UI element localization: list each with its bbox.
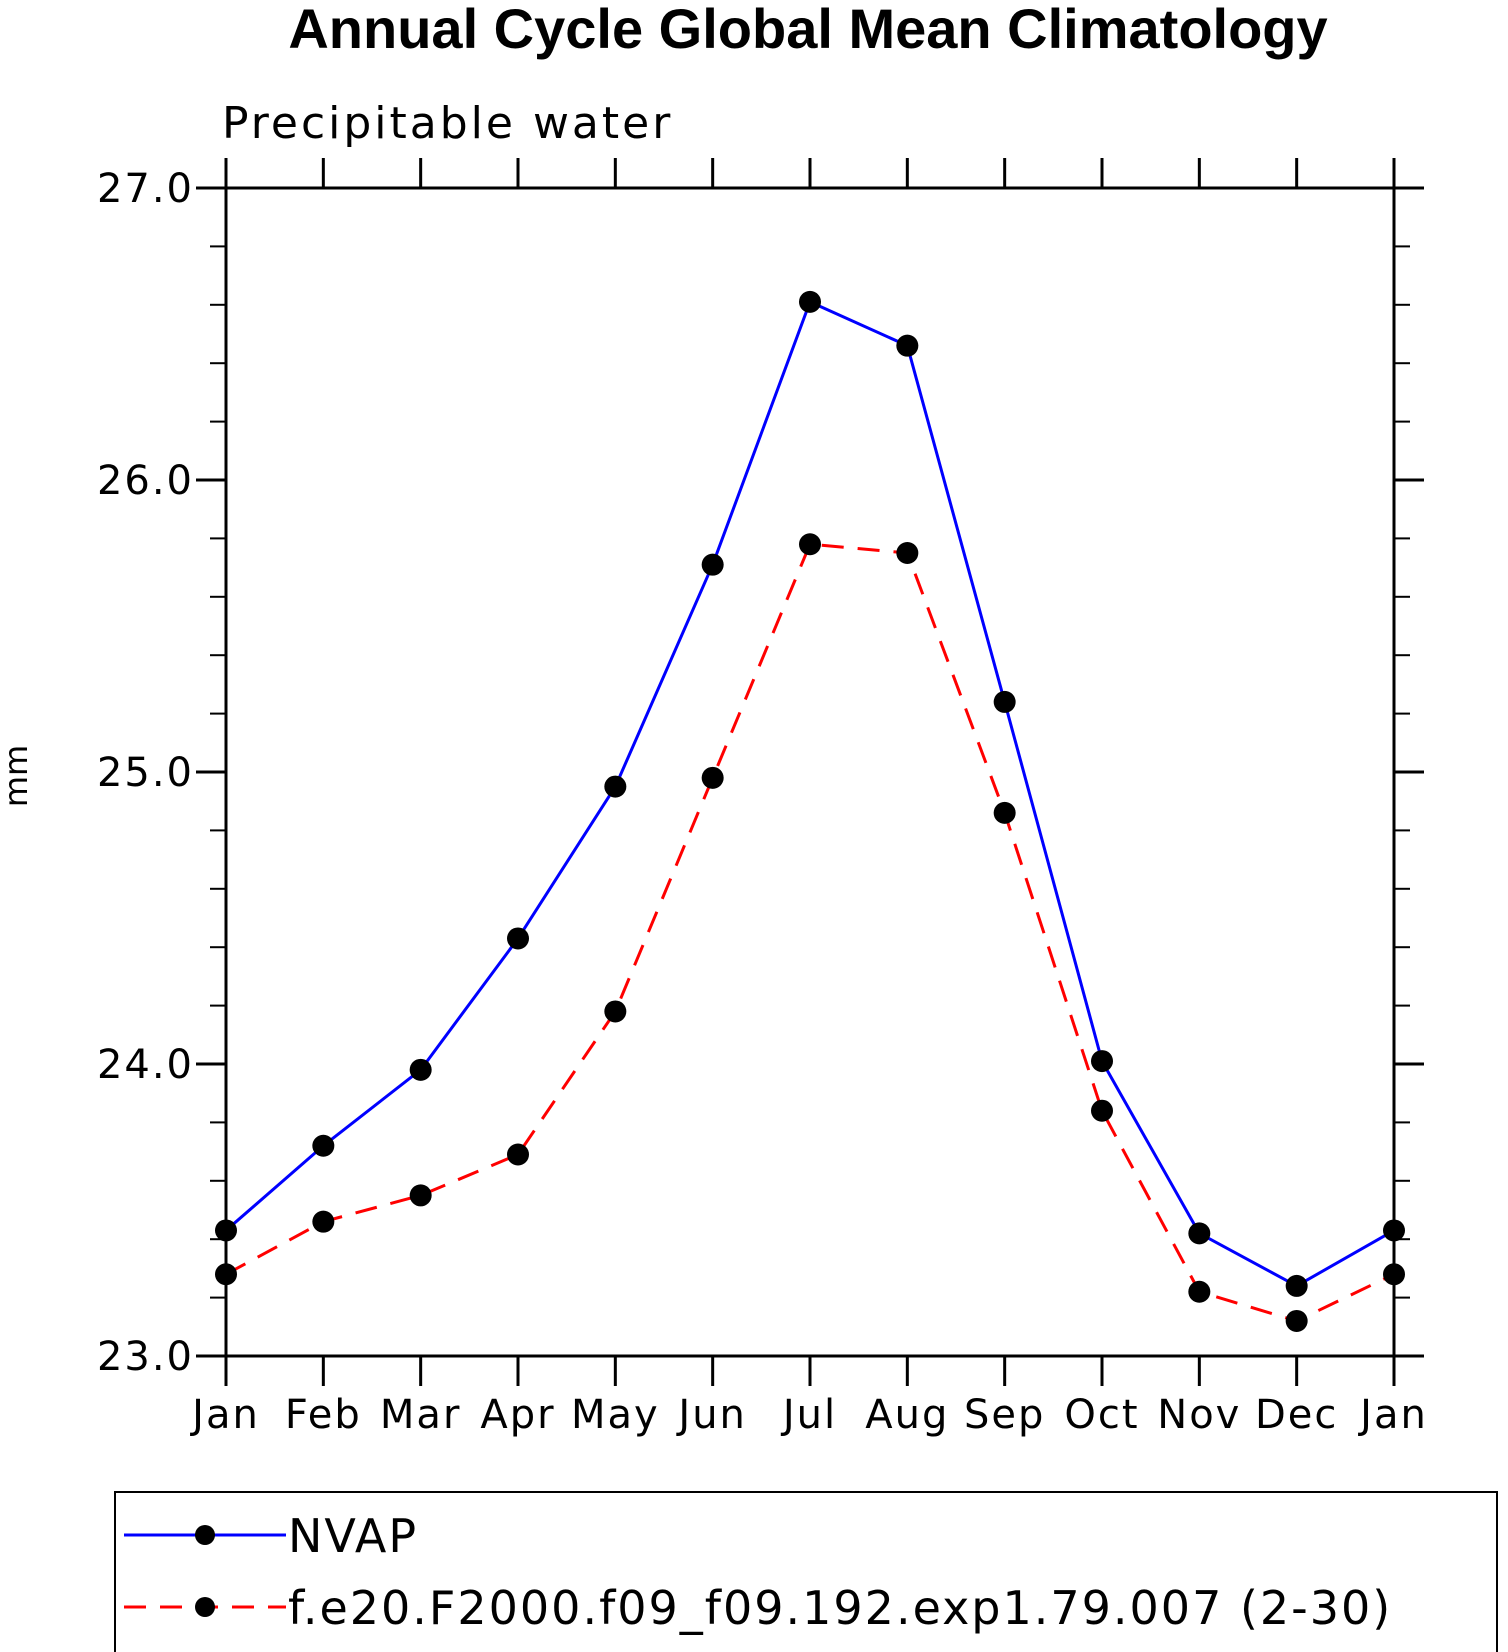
series-1-point <box>1383 1263 1405 1286</box>
legend-marker-model <box>195 1597 215 1617</box>
y-tick-label: 24.0 <box>97 1042 194 1088</box>
x-tick-label: Sep <box>964 1392 1045 1438</box>
legend: NVAP f.e20.F2000.f09_f09.192.exp1.79.007… <box>114 1491 1498 1652</box>
chart-title: Annual Cycle Global Mean Climatology <box>288 0 1327 60</box>
x-tick-label: Nov <box>1157 1392 1241 1438</box>
y-tick-labels: 23.0 24.0 25.0 26.0 27.0 <box>97 166 194 1380</box>
series-1-point <box>993 801 1016 824</box>
legend-label-nvap: NVAP <box>288 1509 418 1563</box>
chart-subtitle: Precipitable water <box>222 98 673 149</box>
series-0-point <box>312 1134 335 1157</box>
x-tick-label: Mar <box>380 1392 461 1438</box>
series-1-point <box>312 1210 335 1233</box>
series-1-point <box>507 1143 529 1166</box>
series-0-point <box>993 690 1016 713</box>
series-1-point <box>1188 1280 1211 1303</box>
series-0-point <box>507 927 529 950</box>
series-line-1 <box>225 542 1395 1323</box>
series-1-point <box>409 1184 432 1207</box>
series-1-point <box>799 533 821 556</box>
y-axis-label: mm <box>0 745 35 807</box>
series-1-point <box>701 766 724 789</box>
x-tick-label: Jan <box>189 1392 260 1438</box>
series-0-point <box>215 1219 237 1242</box>
legend-box <box>114 1491 1498 1652</box>
series-0-point <box>1188 1222 1211 1245</box>
series-0-point <box>896 334 919 357</box>
series-layer <box>215 290 1405 1332</box>
series-0-point <box>604 775 627 798</box>
series-1-point <box>215 1263 237 1286</box>
y-tick-label: 26.0 <box>97 458 194 504</box>
plot-frame <box>224 186 1396 1358</box>
series-0-point <box>701 553 724 576</box>
x-tick-label: May <box>571 1392 660 1438</box>
x-tick-label: Dec <box>1255 1392 1338 1438</box>
x-tick-label: Jan <box>1357 1392 1428 1438</box>
y-tick-label: 27.0 <box>97 166 194 212</box>
y-tick-label: 25.0 <box>97 750 194 796</box>
y-tick-label: 23.0 <box>97 1334 194 1380</box>
series-0-point <box>799 290 821 313</box>
series-1-point <box>896 542 919 564</box>
series-0-point <box>1091 1050 1113 1073</box>
legend-marker-nvap <box>195 1525 215 1545</box>
series-1-point <box>1091 1099 1113 1122</box>
series-0-point <box>1285 1274 1308 1297</box>
x-tick-label: Feb <box>285 1392 362 1438</box>
series-0-point <box>1383 1219 1405 1242</box>
axes-ticks <box>196 158 1424 1386</box>
x-tick-label: Aug <box>865 1392 949 1438</box>
x-tick-label: Jul <box>780 1392 837 1438</box>
x-tick-label: Oct <box>1064 1392 1139 1438</box>
series-line-0 <box>225 300 1395 1288</box>
x-tick-label: Apr <box>480 1392 555 1438</box>
series-0-point <box>409 1058 432 1081</box>
legend-label-model: f.e20.F2000.f09_f09.192.exp1.79.007 (2-3… <box>288 1581 1392 1635</box>
x-tick-labels: Jan Feb Mar Apr May Jun Jul Aug Sep Oct Nov Dec Jan <box>189 1392 1428 1438</box>
series-1-point <box>604 1000 627 1023</box>
series-1-point <box>1285 1309 1308 1332</box>
x-tick-label: Jun <box>675 1392 747 1438</box>
